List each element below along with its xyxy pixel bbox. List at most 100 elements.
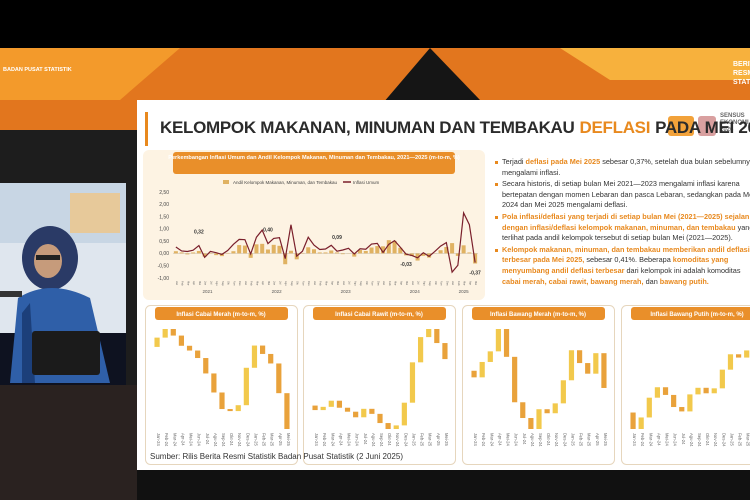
- x-tick-label: Okt-24: [229, 433, 234, 446]
- card: [621, 305, 750, 465]
- bullet-text: komoditas yang menyumbang andil deflasi …: [502, 255, 729, 275]
- bar: [638, 417, 644, 429]
- y-tick-label: 0,00: [159, 251, 169, 257]
- x-tick-label: Apr-25: [278, 433, 283, 446]
- x-tick-label: Jul: [348, 281, 352, 285]
- bullet-text: Kelompok makanan, minuman, dan tembakau …: [502, 244, 750, 265]
- x-tick-label: Feb: [250, 281, 254, 286]
- channel-label-line: STATISTIK: [733, 79, 750, 86]
- bar: [392, 240, 397, 254]
- x-tick-label: Mei: [336, 281, 340, 286]
- bar: [703, 387, 709, 394]
- x-tick-label: Mei-24: [189, 433, 194, 446]
- x-tick-label: Mei-24: [506, 433, 511, 446]
- x-tick-label: Agu-24: [371, 433, 376, 447]
- small-chart: Inflasi Bawang Merah (m-to-m, %)Jan-24 Fe…: [462, 305, 615, 465]
- x-tick-label: Feb-24: [322, 433, 327, 447]
- chart-title: Inflasi Cabai Merah (m-to-m, %): [176, 312, 265, 318]
- bullet-text: Secara historis, di setiap bulan Mei 202…: [502, 179, 750, 210]
- year-label: 2023: [341, 289, 352, 294]
- chart-title: Inflasi Cabai Rawit (m-to-m, %): [335, 312, 423, 318]
- bar: [173, 251, 178, 254]
- x-tick-label: Okt: [227, 281, 231, 285]
- title-banner: [313, 307, 446, 320]
- x-tick-label: Mei-25: [603, 433, 608, 446]
- x-tick-label: Jan: [175, 281, 179, 286]
- x-tick-label: Sep-24: [221, 433, 226, 447]
- data-label: -0,03: [400, 262, 412, 268]
- bar: [385, 423, 391, 429]
- x-tick-label: Feb: [319, 281, 323, 286]
- x-tick-label: Mar-24: [172, 433, 177, 447]
- x-tick-label: Feb-24: [640, 433, 645, 447]
- chart-title: Inflasi Bawang Putih (m-to-m, %): [650, 312, 743, 318]
- x-tick-label: Jun: [411, 281, 415, 286]
- y-tick-label: 2,00: [159, 202, 169, 208]
- x-tick-label: Mar-24: [330, 433, 335, 447]
- x-tick-label: Mar-25: [270, 433, 275, 447]
- data-label: 0,09: [332, 235, 342, 241]
- bar: [277, 245, 282, 254]
- x-tick-label: Apr-24: [656, 433, 661, 446]
- bullet-list: Terjadi deflasi pada Mei 2025 sebesar 0,…: [494, 157, 750, 288]
- bar: [288, 250, 293, 254]
- x-tick-label: Jul-24: [681, 433, 686, 445]
- bar: [329, 250, 334, 254]
- x-tick-label: Mei-24: [347, 433, 352, 446]
- bar: [306, 247, 311, 254]
- bar: [487, 351, 493, 362]
- bar: [593, 353, 599, 374]
- data-label: 0,32: [194, 230, 204, 236]
- x-tick-label: Des: [376, 281, 380, 286]
- bar: [154, 337, 160, 347]
- bar: [735, 354, 742, 358]
- y-tick-label: -1,00: [158, 276, 170, 282]
- bullet-text: dari kelompok ini adalah komoditas: [624, 265, 741, 275]
- x-tick-label: Apr: [468, 281, 472, 285]
- line: [175, 210, 476, 274]
- x-tick-label: Jan-24: [473, 433, 478, 446]
- bullet-text: cabai merah, cabai rawit, bawang merah,: [502, 276, 644, 286]
- bar: [401, 402, 407, 426]
- year-label: 2021: [203, 289, 214, 294]
- bar: [662, 387, 669, 395]
- bar: [271, 244, 276, 254]
- bullet: Kelompok makanan, minuman, dan tembakau …: [494, 245, 750, 287]
- bullet: Pola inflasi/deflasi yang terjadi di set…: [494, 212, 750, 244]
- channel-label-line: RESMI: [733, 70, 750, 77]
- bar: [654, 387, 661, 398]
- x-tick-label: Des: [307, 281, 311, 286]
- x-tick-label: Jun-24: [197, 433, 202, 446]
- bullet-text: Terjadi: [502, 157, 526, 166]
- bar: [237, 245, 242, 254]
- bar: [162, 329, 168, 338]
- bar: [744, 350, 750, 358]
- x-tick-label: Nov-24: [713, 433, 718, 447]
- x-tick-label: Jun-24: [673, 433, 678, 446]
- bar: [227, 409, 233, 412]
- x-tick-label: Nov-24: [395, 433, 400, 447]
- x-tick-label: Feb-25: [420, 433, 425, 447]
- bar: [203, 358, 209, 374]
- x-tick-label: Jan-24: [632, 433, 637, 446]
- card: [303, 305, 456, 465]
- x-tick-label: Okt: [434, 281, 438, 285]
- bar: [219, 392, 225, 410]
- x-tick-label: Jul-24: [522, 433, 527, 445]
- x-tick-label: Feb: [388, 281, 392, 286]
- bar: [671, 394, 677, 408]
- x-tick-label: Apr-24: [497, 433, 502, 446]
- bar: [630, 412, 636, 429]
- bar: [386, 240, 391, 254]
- bar: [231, 251, 236, 254]
- x-tick-label: Apr: [261, 281, 265, 285]
- x-tick-label: Mei-25: [444, 433, 449, 446]
- x-tick-label: Des-24: [562, 433, 567, 447]
- x-tick-label: Jan-25: [253, 433, 258, 446]
- x-tick-label: Jun-24: [355, 433, 360, 446]
- year-label: 2022: [272, 289, 283, 294]
- bullet-text: sebesar 0,37%, setelah dua bulan sebelum…: [502, 157, 750, 177]
- bar: [381, 246, 386, 254]
- x-tick-label: Jun: [342, 281, 346, 286]
- bar: [311, 249, 317, 254]
